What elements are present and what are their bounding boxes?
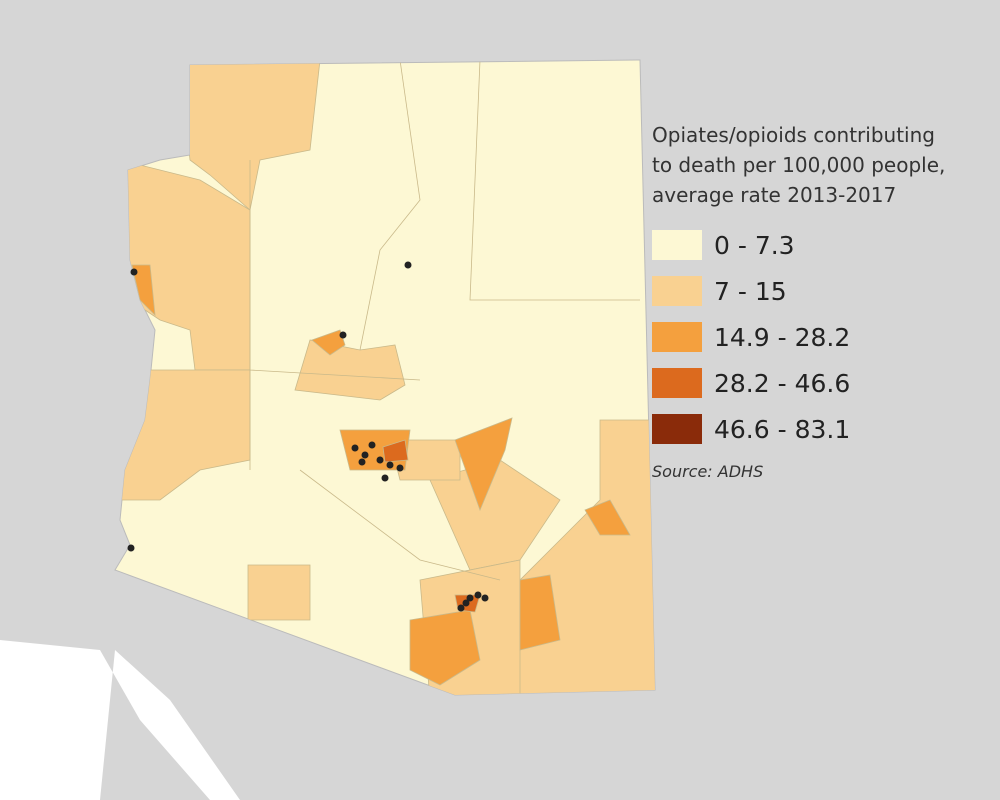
legend-label: 46.6 - 83.1 bbox=[714, 414, 851, 444]
source-note: Source: ADHS bbox=[652, 462, 764, 481]
legend-item: 0 - 7.3 bbox=[652, 222, 992, 268]
legend-swatch bbox=[652, 230, 702, 260]
legend-label: 0 - 7.3 bbox=[714, 230, 795, 260]
legend-swatch bbox=[652, 414, 702, 444]
state-shape bbox=[114, 59, 656, 696]
legend-swatch bbox=[652, 276, 702, 306]
legend-item: 14.9 - 28.2 bbox=[652, 314, 992, 360]
city-dots bbox=[127, 261, 489, 612]
legend-title-line: to death per 100,000 people, bbox=[652, 153, 946, 177]
legend-item: 7 - 15 bbox=[652, 268, 992, 314]
legend-items: 0 - 7.3 7 - 15 14.9 - 28.2 28.2 - 46.6 46.6 … bbox=[652, 222, 992, 452]
legend-swatch bbox=[652, 368, 702, 398]
legend-title-line: Opiates/opioids contributing bbox=[652, 123, 935, 147]
legend: Opiates/opioids contributing to death per… bbox=[652, 120, 992, 481]
legend-title: Opiates/opioids contributing to death per… bbox=[652, 120, 992, 210]
legend-label: 28.2 - 46.6 bbox=[714, 368, 851, 398]
legend-title-line: average rate 2013-2017 bbox=[652, 183, 897, 207]
legend-item: 28.2 - 46.6 bbox=[652, 360, 992, 406]
mexico bbox=[0, 640, 240, 800]
legend-item: 46.6 - 83.1 bbox=[652, 406, 992, 452]
legend-label: 14.9 - 28.2 bbox=[714, 322, 851, 352]
legend-label: 7 - 15 bbox=[714, 276, 787, 306]
legend-swatch bbox=[652, 322, 702, 352]
